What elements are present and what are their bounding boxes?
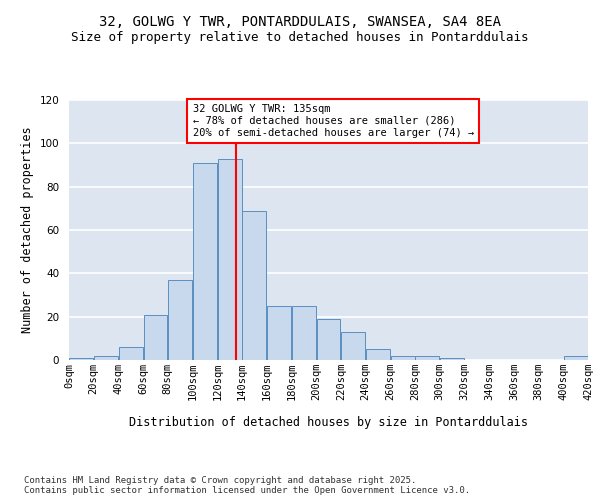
Bar — [70, 358, 93, 360]
Bar — [218, 158, 242, 360]
Bar — [267, 306, 291, 360]
Y-axis label: Number of detached properties: Number of detached properties — [21, 126, 34, 334]
Bar — [119, 347, 143, 360]
Bar — [391, 356, 415, 360]
Text: 32 GOLWG Y TWR: 135sqm
← 78% of detached houses are smaller (286)
20% of semi-de: 32 GOLWG Y TWR: 135sqm ← 78% of detached… — [193, 104, 474, 138]
Bar — [440, 358, 464, 360]
Bar — [564, 356, 587, 360]
Bar — [242, 210, 266, 360]
Text: Distribution of detached houses by size in Pontarddulais: Distribution of detached houses by size … — [130, 416, 528, 429]
Text: Size of property relative to detached houses in Pontarddulais: Size of property relative to detached ho… — [71, 31, 529, 44]
Text: Contains HM Land Registry data © Crown copyright and database right 2025.
Contai: Contains HM Land Registry data © Crown c… — [24, 476, 470, 495]
Bar — [366, 349, 390, 360]
Bar — [415, 356, 439, 360]
Bar — [341, 332, 365, 360]
Bar — [169, 280, 192, 360]
Bar — [292, 306, 316, 360]
Bar — [143, 314, 167, 360]
Bar — [193, 163, 217, 360]
Bar — [317, 319, 340, 360]
Bar — [94, 356, 118, 360]
Text: 32, GOLWG Y TWR, PONTARDDULAIS, SWANSEA, SA4 8EA: 32, GOLWG Y TWR, PONTARDDULAIS, SWANSEA,… — [99, 16, 501, 30]
